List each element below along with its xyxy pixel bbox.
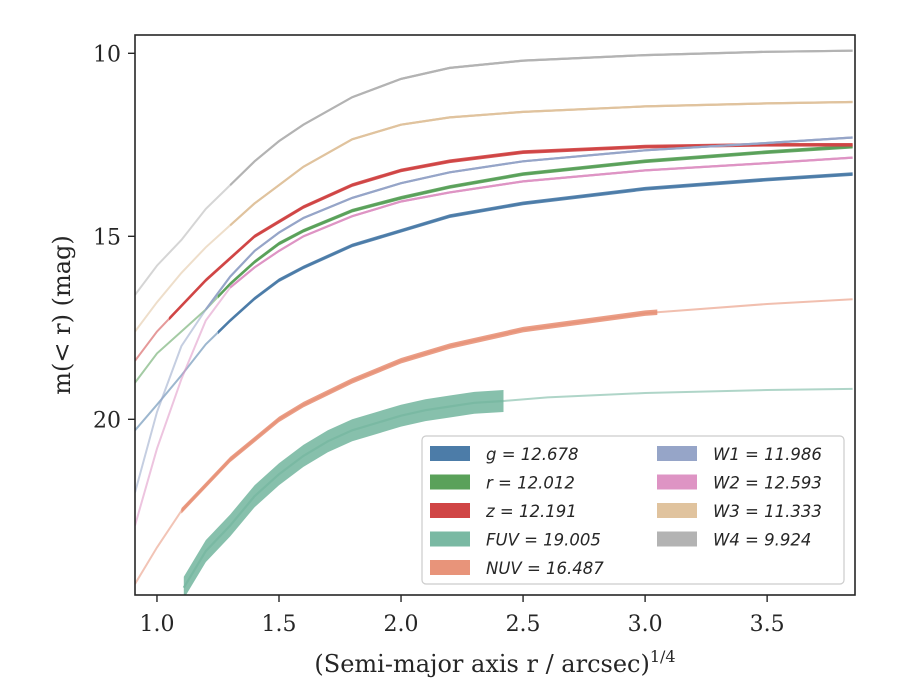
series-z [135,143,853,362]
series-uncertainty-band [183,390,504,595]
legend-item-w1: W1 = 11.986 [657,445,822,464]
series-line [182,399,504,589]
legend-item-w3: W3 = 11.333 [657,502,822,521]
series-w3 [135,100,853,333]
series-line [217,145,853,298]
legend-item-g: g = 12.678 [430,445,579,464]
legend: g = 12.678 r = 12.012 z = 12.191 FUV = 19.0… [421,435,845,585]
series-layer [135,49,853,595]
legend-label: FUV = 19.005 [486,531,601,550]
x-tick-label: 3.5 [750,612,785,637]
y-tick-label: 20 [93,408,121,433]
y-tick-label: 15 [93,225,121,250]
legend-swatch [430,560,470,575]
x-tick-label: 1.0 [139,612,174,637]
series-uncertainty-band [218,144,853,299]
series-uncertainty-band [230,49,853,187]
legend-label: z = 12.191 [485,502,577,521]
series-w2 [135,156,853,526]
series-line [229,49,853,186]
y-axis-label: m(< r) (mag) [48,235,76,394]
legend-item-r: r = 12.012 [430,474,575,493]
x-axis-ticks: 1.0 1.5 2.0 2.5 3.0 3.5 [139,595,785,637]
legend-label: W4 = 9.924 [713,531,811,550]
y-axis-ticks: 10 15 20 [93,42,135,433]
series-w1 [135,136,853,493]
x-tick-label: 2.0 [384,612,419,637]
series-uncertainty-band [218,172,853,335]
series-faint-segment [135,308,207,493]
legend-swatch [657,446,697,461]
series-faint-segment [503,387,853,402]
x-tick-label: 3.0 [628,612,663,637]
legend-label: W2 = 12.593 [713,474,822,493]
series-uncertainty-band [205,136,853,311]
series-line [217,173,853,334]
plot-frame [134,34,856,596]
series-faint-segment [135,331,219,431]
legend-swatch [430,446,470,461]
series-line [180,311,658,512]
legend-item-nuv: NUV = 16.487 [430,559,604,578]
legend-swatch [430,503,470,518]
legend-swatch [657,503,697,518]
legend-swatch [657,474,697,490]
x-axis-label-exponent: 1/4 [650,647,676,666]
legend-swatch [657,531,697,547]
legend-box [421,435,845,585]
series-nuv [135,298,853,585]
series-faint-segment [135,224,231,333]
series-faint-segment [135,286,232,526]
series-line [229,156,853,289]
series-line [204,136,853,311]
legend-label: W3 = 11.333 [713,502,822,521]
series-fuv [182,387,853,595]
x-axis-label: (Semi-major axis r / arcsec)1/4 [314,647,675,678]
series-line [168,143,853,320]
series-faint-segment [657,298,853,314]
legend-item-fuv: FUV = 19.005 [430,531,601,550]
series-w4 [135,49,853,296]
legend-item-w4: W4 = 9.924 [657,531,811,550]
legend-label: r = 12.012 [486,474,575,493]
series-g [135,172,853,431]
series-faint-segment [135,510,183,585]
legend-label: W1 = 11.986 [713,445,822,464]
series-line [229,100,853,227]
legend-item-z: z = 12.191 [430,502,577,521]
legend-label: g = 12.678 [486,445,579,464]
legend-swatch [430,474,470,490]
y-tick-label: 10 [93,42,121,67]
series-faint-segment [135,184,231,296]
x-tick-label: 2.5 [506,612,541,637]
legend-label: NUV = 16.487 [486,559,604,578]
x-tick-label: 1.5 [262,612,297,637]
x-axis-label-text: (Semi-major axis r / arcsec) [314,650,649,678]
series-uncertainty-band [169,143,853,321]
legend-item-w2: W2 = 12.593 [657,474,822,493]
legend-swatch [430,531,470,547]
series-faint-segment [135,318,170,362]
